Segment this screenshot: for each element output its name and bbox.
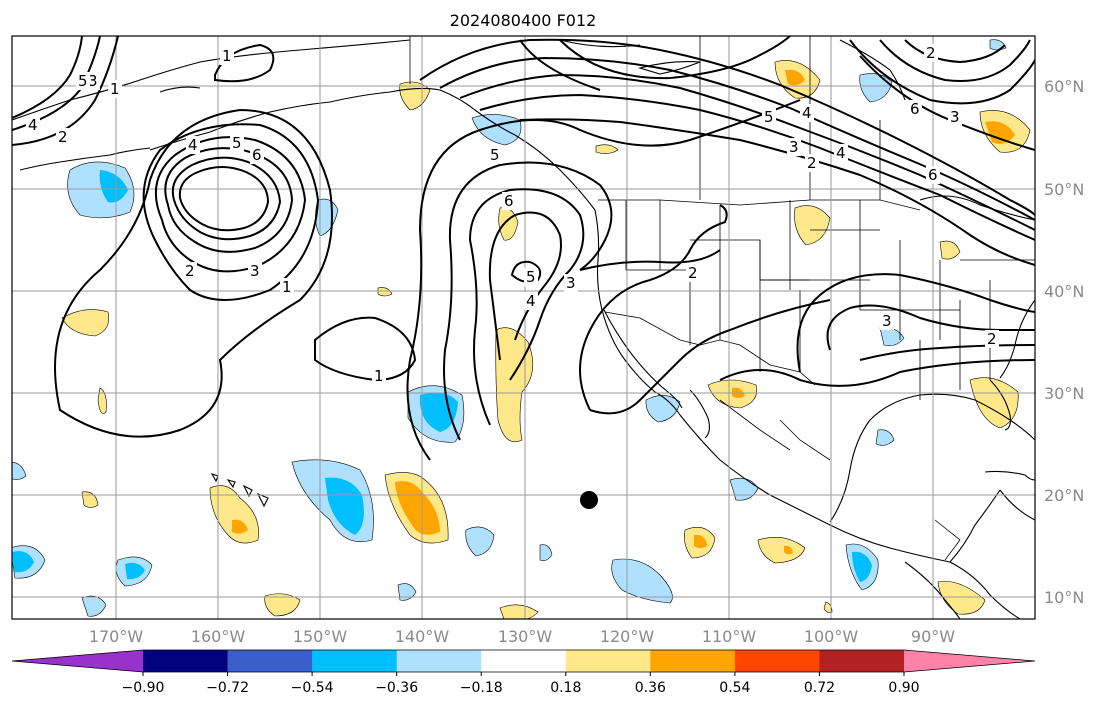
colorbar-segment — [396, 650, 482, 672]
contour-label: 4 — [836, 144, 846, 162]
map-title: 2024080400 F012 — [450, 11, 597, 30]
colorbar-tick-label: −0.36 — [375, 680, 418, 696]
lat-label: 60°N — [1044, 77, 1084, 96]
lon-label: 160°W — [191, 627, 246, 646]
contour-label: 4 — [526, 292, 536, 310]
lon-label: 140°W — [395, 627, 450, 646]
lon-label: 130°W — [498, 627, 553, 646]
contour-label: 2 — [58, 128, 68, 146]
lat-label: 40°N — [1044, 282, 1084, 301]
colorbar-segment — [143, 650, 229, 672]
contour-label: 5 — [764, 108, 774, 126]
contour-label: 5 — [78, 72, 88, 90]
colorbar-tick-label: 0.72 — [804, 680, 835, 696]
contour-label: 4 — [28, 116, 38, 134]
map-content: 1 2 3 4 5 6 1 2 3 4 5 1 2 3 — [12, 36, 1035, 619]
contour-label: 1 — [374, 367, 384, 385]
colorbar-tick-label: −0.54 — [291, 680, 334, 696]
contour-label: 2 — [987, 330, 997, 348]
lat-label: 30°N — [1044, 384, 1084, 403]
contour-label: 5 — [490, 146, 500, 164]
lon-label: 110°W — [702, 627, 757, 646]
contour-labels: 1 2 3 4 5 6 1 2 3 4 5 1 2 3 — [26, 44, 999, 385]
contour-label: 3 — [250, 262, 260, 280]
contour-label: 4 — [802, 104, 812, 122]
longitude-labels: 170°W 160°W 150°W 140°W 130°W 120°W 110°… — [89, 627, 955, 646]
colorbar-segment — [565, 650, 651, 672]
lon-label: 150°W — [293, 627, 348, 646]
colorbar-ticks: −0.90 −0.72 −0.54 −0.36 −0.18 0.18 0.36 0.54 0.7… — [122, 672, 920, 696]
contour-label: 2 — [807, 154, 817, 172]
contour-label: 4 — [188, 136, 198, 154]
contour-label: 1 — [222, 47, 232, 65]
lon-label: 90°W — [911, 627, 955, 646]
lon-label: 120°W — [600, 627, 655, 646]
latitude-labels: 60°N 50°N 40°N 30°N 20°N 10°N — [1044, 77, 1084, 607]
colorbar-extend-low — [12, 650, 143, 672]
colorbar-tick-label: 0.54 — [719, 680, 750, 696]
contour-label: 2 — [926, 44, 936, 62]
contour-label: 2 — [185, 262, 195, 280]
contour-label: 2 — [688, 264, 698, 282]
storm-center-dot — [580, 491, 598, 509]
lon-label: 170°W — [89, 627, 144, 646]
contour-lines — [12, 36, 1035, 461]
contour-label: 6 — [504, 192, 514, 210]
map-frame — [11, 35, 1036, 620]
colorbar-tick-label: −0.72 — [206, 680, 249, 696]
colorbar-segment — [650, 650, 736, 672]
contour-label: 6 — [928, 166, 938, 184]
colorbar-extend-high — [904, 650, 1035, 672]
contour-label: 6 — [252, 146, 262, 164]
colorbar — [11, 649, 1036, 673]
contour-label: 3 — [88, 72, 98, 90]
colorbar-segment — [734, 650, 820, 672]
contour-label: 6 — [910, 100, 920, 118]
lon-label: 100°W — [804, 627, 859, 646]
graticule — [12, 36, 1035, 619]
contour-label: 5 — [526, 268, 536, 286]
colorbar-segment — [481, 650, 567, 672]
colorbar-tick-label: −0.18 — [460, 680, 503, 696]
lat-label: 50°N — [1044, 180, 1084, 199]
contour-label: 1 — [282, 278, 292, 296]
contour-label: 3 — [789, 138, 799, 156]
contour-label: 5 — [232, 134, 242, 152]
contour-label: 1 — [110, 80, 120, 98]
lat-label: 20°N — [1044, 486, 1084, 505]
colorbar-segment — [227, 650, 313, 672]
contour-label: 3 — [882, 312, 892, 330]
colorbar-tick-label: −0.90 — [122, 680, 165, 696]
contour-label: 3 — [950, 108, 960, 126]
colorbar-tick-label: 0.36 — [635, 680, 666, 696]
colorbar-segment — [312, 650, 398, 672]
colorbar-tick-label: 0.90 — [888, 680, 919, 696]
political-borders — [409, 36, 1035, 561]
colorbar-tick-label: 0.18 — [550, 680, 581, 696]
contour-label: 3 — [566, 274, 576, 292]
colorbar-segment — [819, 650, 905, 672]
lat-label: 10°N — [1044, 588, 1084, 607]
